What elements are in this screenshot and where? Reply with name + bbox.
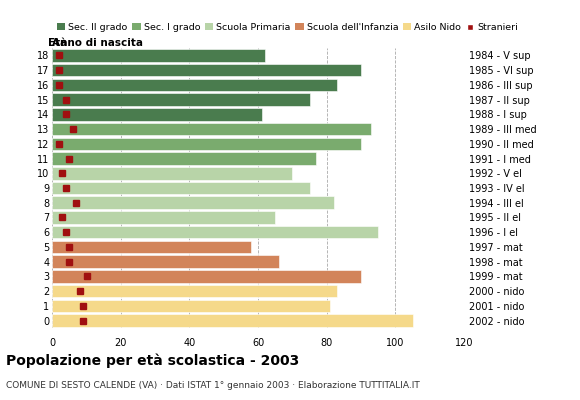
Bar <box>52 167 292 180</box>
Text: Età: Età <box>48 38 67 48</box>
Bar <box>52 64 361 76</box>
Text: COMUNE DI SESTO CALENDE (VA) · Dati ISTAT 1° gennaio 2003 · Elaborazione TUTTITA: COMUNE DI SESTO CALENDE (VA) · Dati ISTA… <box>6 381 419 390</box>
Bar <box>52 93 310 106</box>
Bar <box>52 256 278 268</box>
Bar <box>52 196 334 209</box>
Bar <box>52 49 265 62</box>
Text: Anno di nascita: Anno di nascita <box>52 38 143 48</box>
Bar <box>52 241 251 253</box>
Bar <box>52 270 361 283</box>
Bar <box>52 300 330 312</box>
Bar <box>52 108 262 120</box>
Bar <box>52 78 337 91</box>
Bar <box>52 123 371 135</box>
Text: Popolazione per età scolastica - 2003: Popolazione per età scolastica - 2003 <box>6 354 299 368</box>
Legend: Sec. II grado, Sec. I grado, Scuola Primaria, Scuola dell'Infanzia, Asilo Nido, : Sec. II grado, Sec. I grado, Scuola Prim… <box>57 23 518 32</box>
Bar <box>52 314 412 327</box>
Bar <box>52 182 310 194</box>
Bar <box>52 226 378 238</box>
Bar <box>52 211 276 224</box>
Bar <box>52 138 361 150</box>
Bar <box>52 152 317 165</box>
Bar <box>52 285 337 298</box>
